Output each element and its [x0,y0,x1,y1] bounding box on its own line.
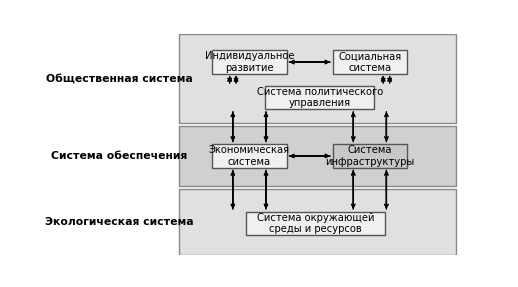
Bar [179,126,456,186]
Bar [212,144,286,168]
Bar [179,34,456,123]
Text: Социальная
система: Социальная система [338,51,401,73]
Bar [333,144,407,168]
Text: Система политического
управления: Система политического управления [256,87,383,108]
Text: Общественная система: Общественная система [46,74,192,84]
Text: Экологическая система: Экологическая система [45,217,193,227]
Bar [333,51,407,74]
Bar [212,51,286,74]
Bar [179,189,456,255]
Bar [266,86,374,109]
Text: Система
инфраструктуры: Система инфраструктуры [325,145,414,167]
Text: Экономическая
система: Экономическая система [209,145,290,167]
Text: Система окружающей
среды и ресурсов: Система окружающей среды и ресурсов [257,213,375,234]
Text: Система обеспечения: Система обеспечения [51,151,187,161]
Bar [247,212,385,235]
Text: Индивидуальное
развитие: Индивидуальное развитие [205,51,294,73]
